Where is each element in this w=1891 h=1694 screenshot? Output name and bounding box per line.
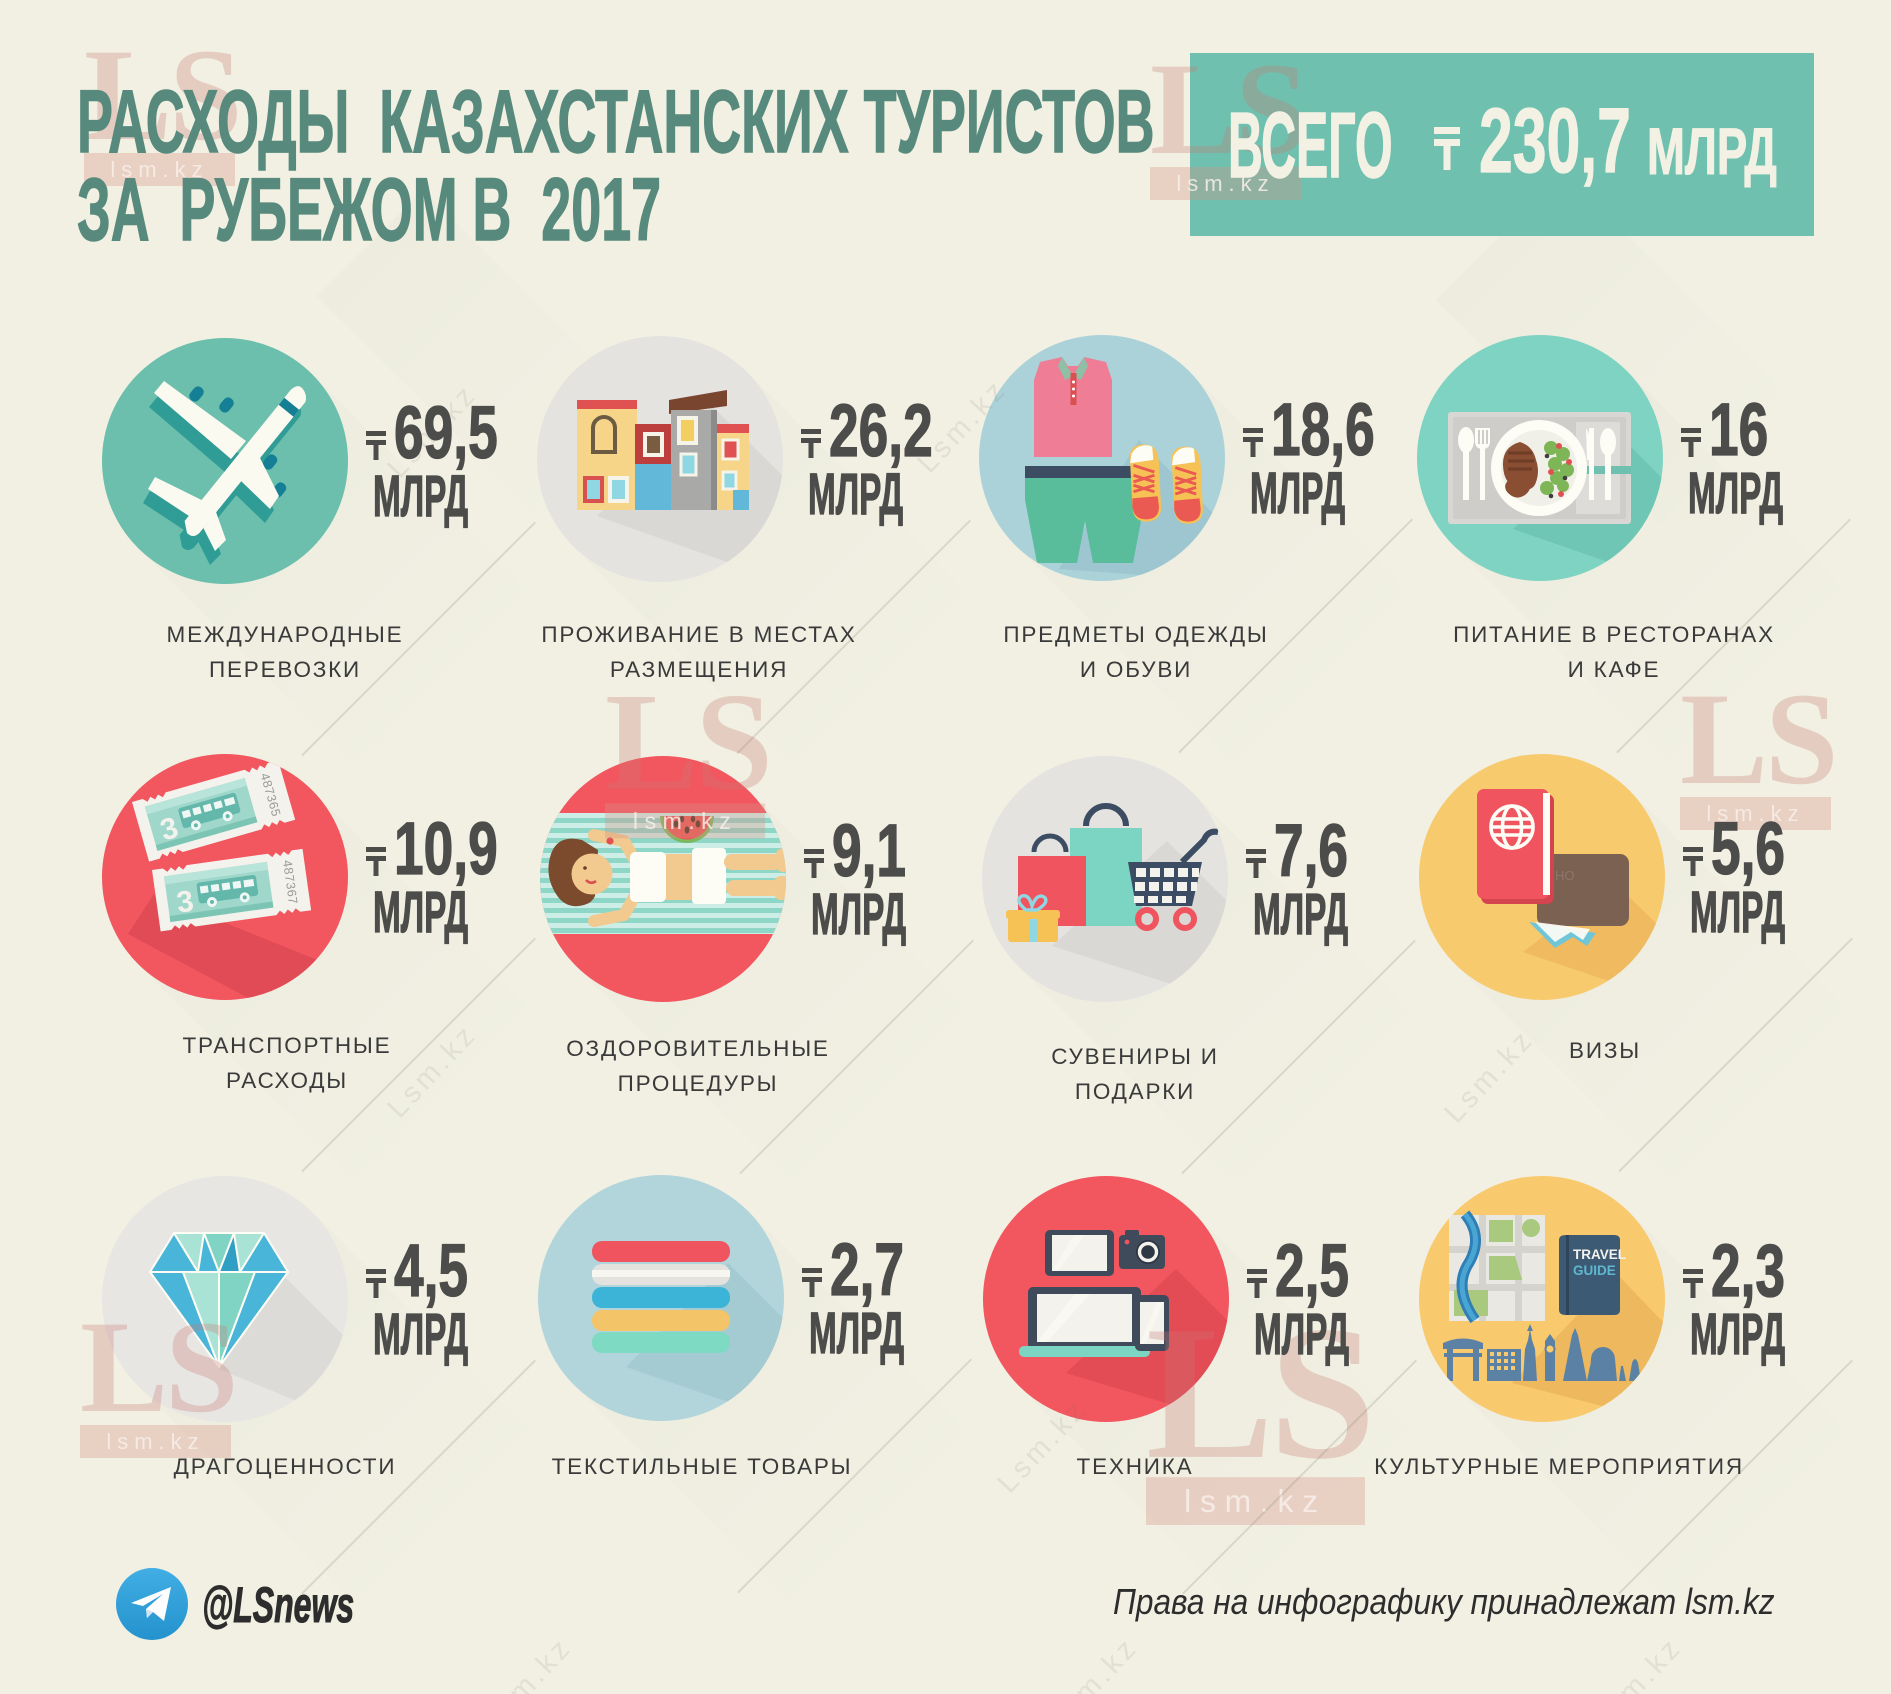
svg-text:GUIDE: GUIDE (1573, 1263, 1616, 1278)
svg-text:487367: 487367 (280, 859, 300, 905)
svg-text:TRAVEL: TRAVEL (1573, 1247, 1626, 1262)
svg-text:3: 3 (175, 885, 196, 920)
svg-text:HO: HO (1555, 868, 1575, 883)
